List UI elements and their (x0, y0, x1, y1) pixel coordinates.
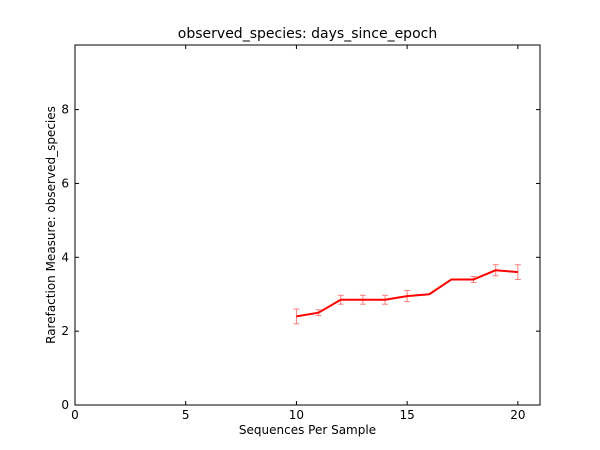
x-tick-label: 5 (182, 408, 190, 422)
x-tick-label: 20 (510, 408, 525, 422)
y-tick-label: 6 (61, 176, 69, 190)
y-tick-label: 4 (61, 250, 69, 264)
x-tick-labels: 0 5 10 15 20 (71, 408, 525, 422)
x-tick-label: 10 (289, 408, 304, 422)
x-axis-label: Sequences Per Sample (239, 423, 376, 437)
series-line (296, 269, 518, 318)
y-tick-label: 2 (61, 324, 69, 338)
x-tick-label: 15 (400, 408, 415, 422)
plot-area: 0 5 10 15 20 0 2 4 6 8 (61, 44, 541, 422)
axis-ticks (74, 45, 540, 406)
y-tick-label: 8 (61, 103, 69, 117)
y-tick-labels: 0 2 4 6 8 (61, 103, 69, 412)
chart-title: observed_species: days_since_epoch (178, 26, 437, 42)
x-tick-label: 0 (71, 408, 79, 422)
series-layer (293, 264, 521, 325)
y-axis-label: Rarefaction Measure: observed_species (44, 106, 58, 344)
plot-frame (74, 44, 541, 406)
y-tick-label: 0 (61, 398, 69, 412)
